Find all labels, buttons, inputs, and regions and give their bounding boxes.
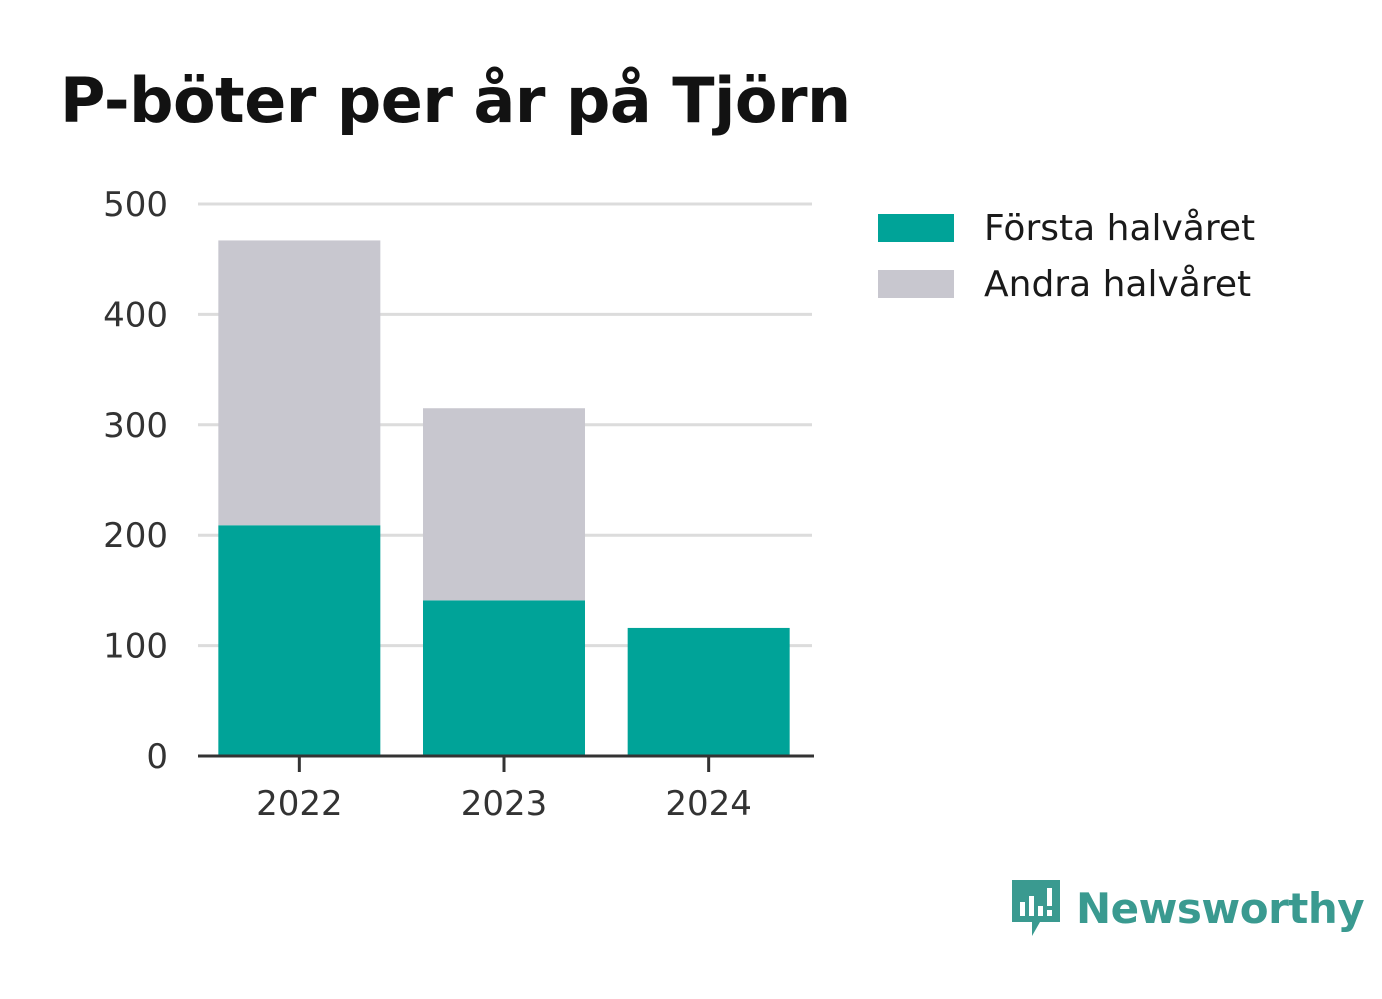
bar-2023-andra: [423, 408, 585, 601]
x-axis-ticks: 2022 2023 2024: [256, 784, 752, 824]
y-tick-label: 400: [103, 295, 168, 335]
brand-logo: Newsworthy: [1010, 878, 1365, 938]
legend-item-forsta: Första halvåret: [878, 200, 1255, 256]
bar-2024-forsta: [627, 627, 790, 756]
y-tick-label: 300: [103, 406, 168, 446]
y-tick-label: 0: [146, 737, 168, 777]
legend-swatch-andra: [878, 270, 954, 298]
x-axis: [198, 754, 814, 772]
y-tick-label: 500: [103, 185, 168, 225]
chart-title: P-böter per år på Tjörn: [60, 64, 851, 137]
bar-2022-andra: [218, 240, 381, 526]
bars: [218, 240, 790, 756]
legend-label-andra: Andra halvåret: [984, 263, 1252, 305]
brand-name: Newsworthy: [1076, 883, 1365, 933]
x-tick-label: 2023: [461, 784, 548, 824]
legend-item-andra: Andra halvåret: [878, 256, 1255, 312]
legend: Första halvåret Andra halvåret: [878, 200, 1255, 312]
y-axis-ticks: 0 100 200 300 400 500: [103, 185, 168, 777]
legend-swatch-forsta: [878, 214, 954, 242]
y-tick-label: 200: [103, 516, 168, 556]
x-tick-label: 2022: [256, 784, 343, 824]
bar-2022-forsta: [218, 525, 381, 756]
y-tick-label: 100: [103, 627, 168, 667]
x-tick-label: 2024: [665, 784, 752, 824]
legend-label-forsta: Första halvåret: [984, 207, 1256, 249]
newsworthy-logo-icon: [1012, 880, 1060, 936]
bar-2023-forsta: [423, 600, 585, 756]
